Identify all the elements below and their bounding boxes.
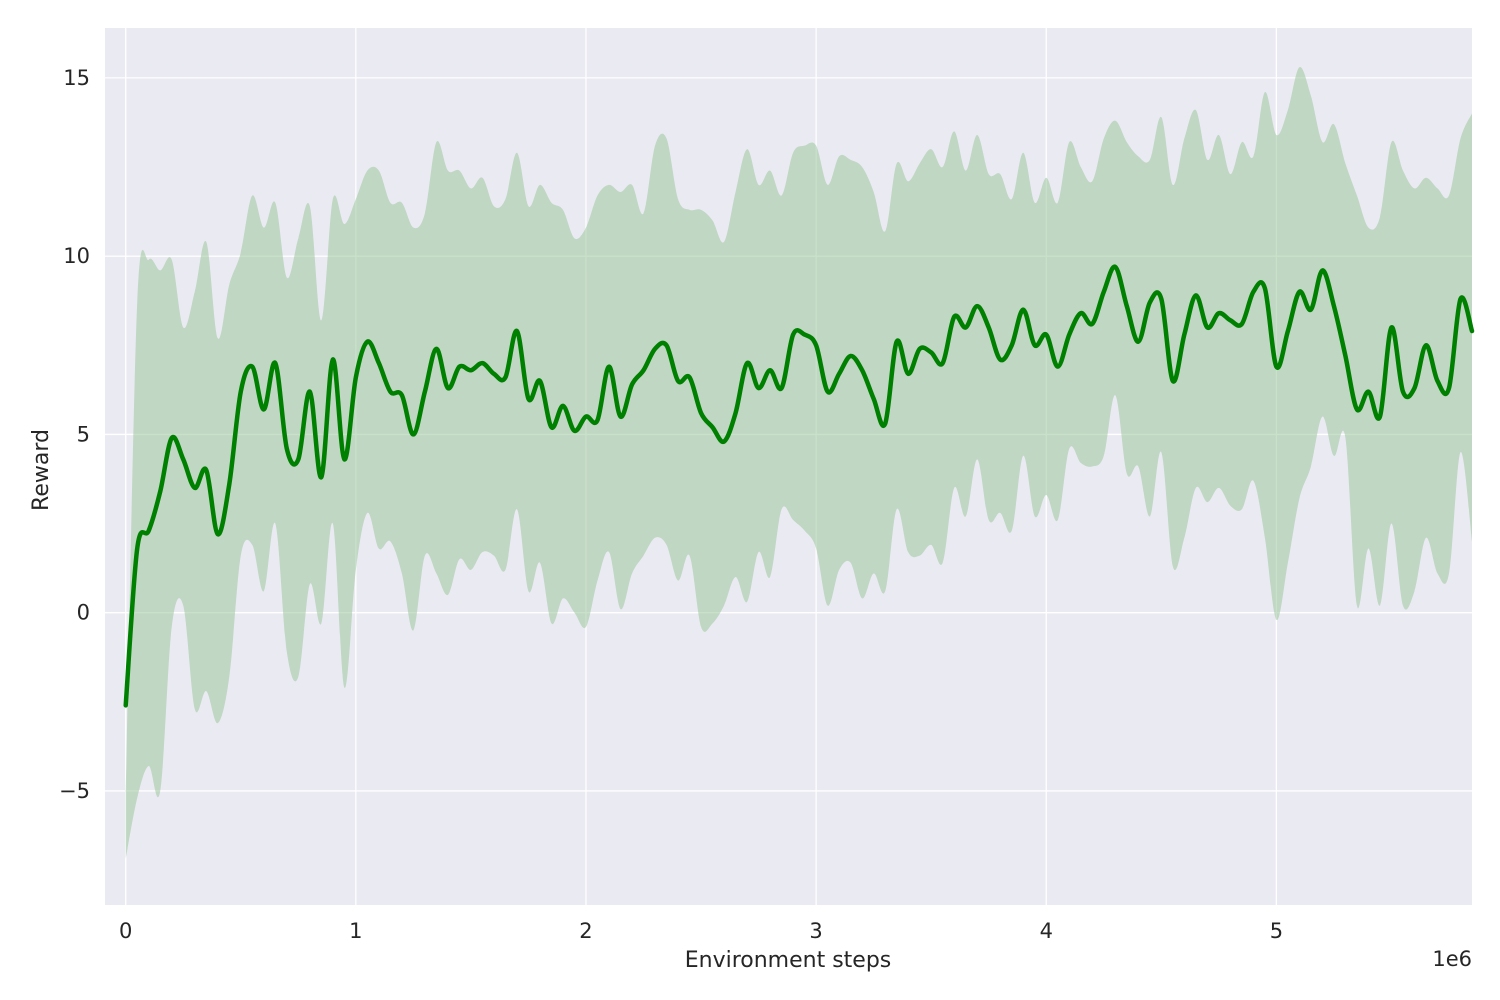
x-tick-label: 3 [809,919,822,943]
x-tick-label: 0 [119,919,132,943]
x-axis-label: Environment steps [685,948,892,973]
y-axis-label: Reward [29,429,54,511]
x-tick-label: 4 [1040,919,1053,943]
std-band [125,67,1473,859]
x-axis-offset-text: 1e6 [1432,947,1472,971]
x-tick-label: 5 [1270,919,1283,943]
y-tick-label: 10 [63,244,90,268]
mean-reward-line [123,264,1475,708]
y-tick-label: −5 [59,779,90,803]
y-tick-label: 5 [77,422,90,446]
x-axis-ticks: 0 1 2 3 4 5 [119,919,1283,943]
y-tick-label: 15 [63,66,90,90]
y-axis-ticks: −5 0 5 10 15 [59,66,90,803]
x-tick-label: 2 [579,919,592,943]
x-tick-label: 1 [349,919,362,943]
y-tick-label: 0 [77,601,90,625]
